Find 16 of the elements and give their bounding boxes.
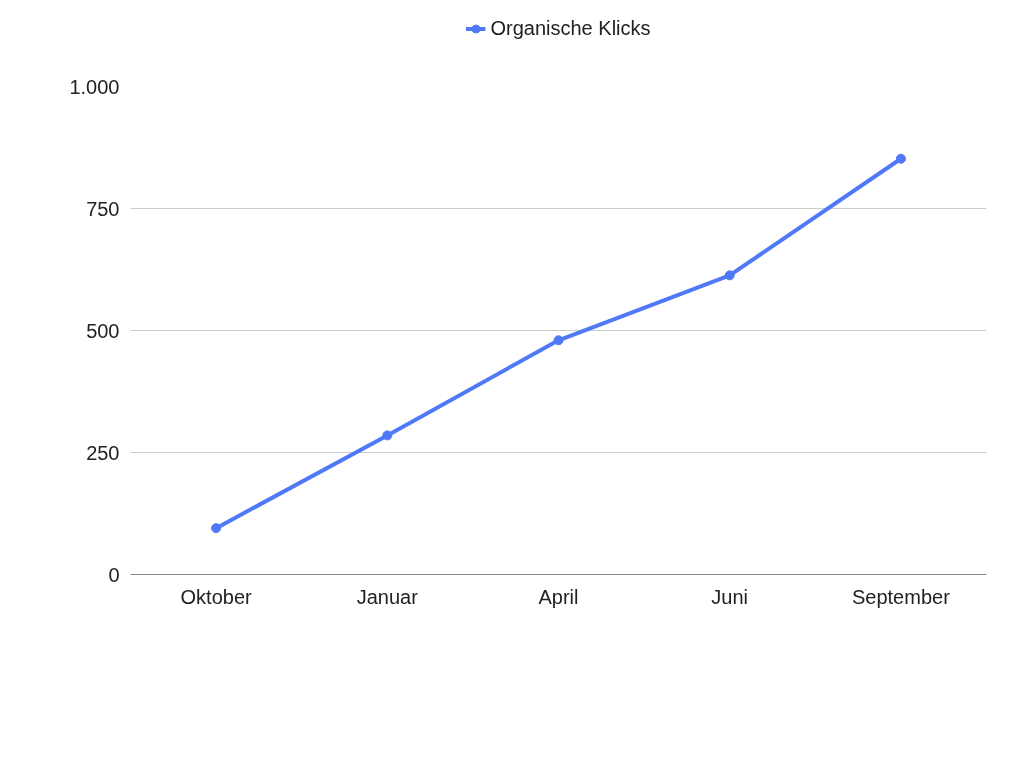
point [211, 523, 222, 534]
x-tick-label: September [851, 585, 951, 608]
point [382, 430, 393, 441]
x-tick-label: April [538, 585, 579, 608]
x-tick-label: Januar [356, 585, 419, 608]
y-tick-label: 500 [86, 319, 120, 342]
y-tick-label: 250 [86, 441, 120, 464]
y-tick-label: 0 [108, 563, 120, 586]
y-tick-label: 1.000 [69, 75, 120, 98]
point [895, 153, 906, 164]
y-tick-label: 750 [86, 197, 120, 220]
legend-label: Organische Klicks [490, 16, 651, 40]
point [724, 270, 735, 281]
point [553, 335, 564, 346]
x-tick-label: Oktober [180, 585, 253, 608]
x-tick-label: Juni [711, 585, 749, 608]
